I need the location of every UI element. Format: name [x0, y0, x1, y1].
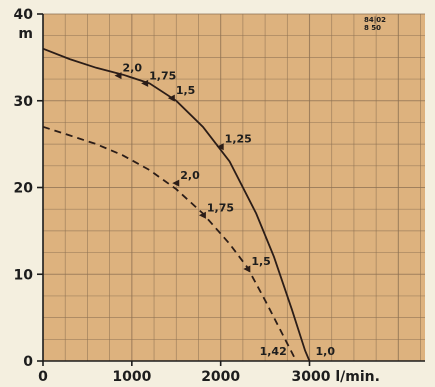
dashed-curve-line: [42, 125, 298, 362]
y-tick-label: 40: [14, 7, 34, 23]
labels: 0 10 20 30 40 m 0 1000 2000 3000 l/min. 84|028 50 2…: [14, 7, 387, 385]
y-tick-label: 20: [14, 181, 34, 197]
curve-marker: [216, 143, 224, 151]
reference-code: 84|02: [364, 16, 386, 25]
curve-marker: [243, 265, 251, 273]
curve-annotation: 1,5: [251, 255, 270, 268]
curve-annotation: 1,75: [149, 69, 176, 82]
curve-marker: [172, 179, 180, 187]
axes: [37, 13, 425, 366]
curve-annotation: 1,25: [225, 133, 252, 146]
curve-marker: [114, 72, 122, 80]
solid-curve-line: [42, 47, 311, 362]
curve-annotation: 1,5: [176, 84, 196, 97]
curve-annotation: 1,42: [260, 345, 287, 358]
series: [42, 47, 311, 362]
y-tick-label: 0: [23, 354, 33, 370]
curve-annotation: 2,0: [123, 62, 143, 75]
y-tick-label: 30: [14, 94, 34, 110]
x-tick-label: 2000: [201, 369, 240, 385]
y-tick-label: 10: [14, 267, 34, 283]
curve-annotation: 1,75: [207, 201, 234, 214]
x-tick-label: 0: [38, 369, 48, 385]
curve-annotation: 1,0: [316, 345, 336, 358]
x-tick-label: 1000: [112, 369, 151, 385]
x-tick-label: 3000 l/min.: [292, 369, 380, 385]
curve-marker: [141, 79, 149, 87]
curve-annotation: 2,0: [180, 169, 200, 182]
curve-marker: [198, 211, 206, 219]
y-axis-label: m: [18, 26, 33, 42]
reference-code: 8 50: [364, 24, 381, 32]
curve-marker: [167, 94, 175, 102]
